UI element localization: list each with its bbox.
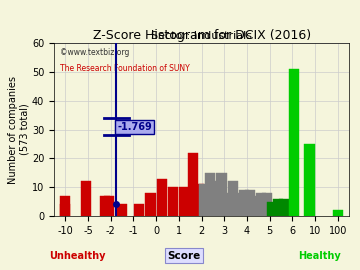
Bar [228, 181, 238, 216]
Text: Unhealthy: Unhealthy [49, 251, 106, 261]
Bar [104, 196, 114, 216]
Bar [205, 173, 215, 216]
Bar [239, 190, 249, 216]
Bar [273, 199, 283, 216]
Bar [304, 144, 315, 216]
Bar [81, 181, 91, 216]
Bar [256, 193, 266, 216]
Bar [262, 193, 272, 216]
Bar [145, 193, 156, 216]
Bar [199, 184, 210, 216]
Bar [251, 196, 261, 216]
Y-axis label: Number of companies
(573 total): Number of companies (573 total) [8, 76, 29, 184]
Bar [222, 193, 232, 216]
Bar [289, 69, 299, 216]
Text: The Research Foundation of SUNY: The Research Foundation of SUNY [60, 64, 190, 73]
Bar [245, 190, 255, 216]
Text: Sector: Industrials: Sector: Industrials [151, 32, 252, 42]
Text: Healthy: Healthy [298, 251, 341, 261]
Bar [267, 202, 278, 216]
Bar [279, 199, 289, 216]
Text: Score: Score [167, 251, 201, 261]
Bar [117, 204, 127, 216]
Bar [157, 178, 167, 216]
Bar [180, 187, 190, 216]
Bar [134, 204, 144, 216]
Bar [333, 210, 343, 216]
Bar [188, 153, 198, 216]
Bar [168, 187, 178, 216]
Title: Z-Score Histogram for DCIX (2016): Z-Score Histogram for DCIX (2016) [93, 29, 311, 42]
Bar [194, 184, 204, 216]
Bar [60, 204, 71, 216]
Text: ©www.textbiz.org: ©www.textbiz.org [60, 48, 129, 58]
Bar [233, 193, 244, 216]
Bar [100, 196, 110, 216]
Bar [216, 173, 226, 216]
Text: -1.769: -1.769 [117, 122, 152, 132]
Bar [60, 196, 71, 216]
Bar [211, 181, 221, 216]
